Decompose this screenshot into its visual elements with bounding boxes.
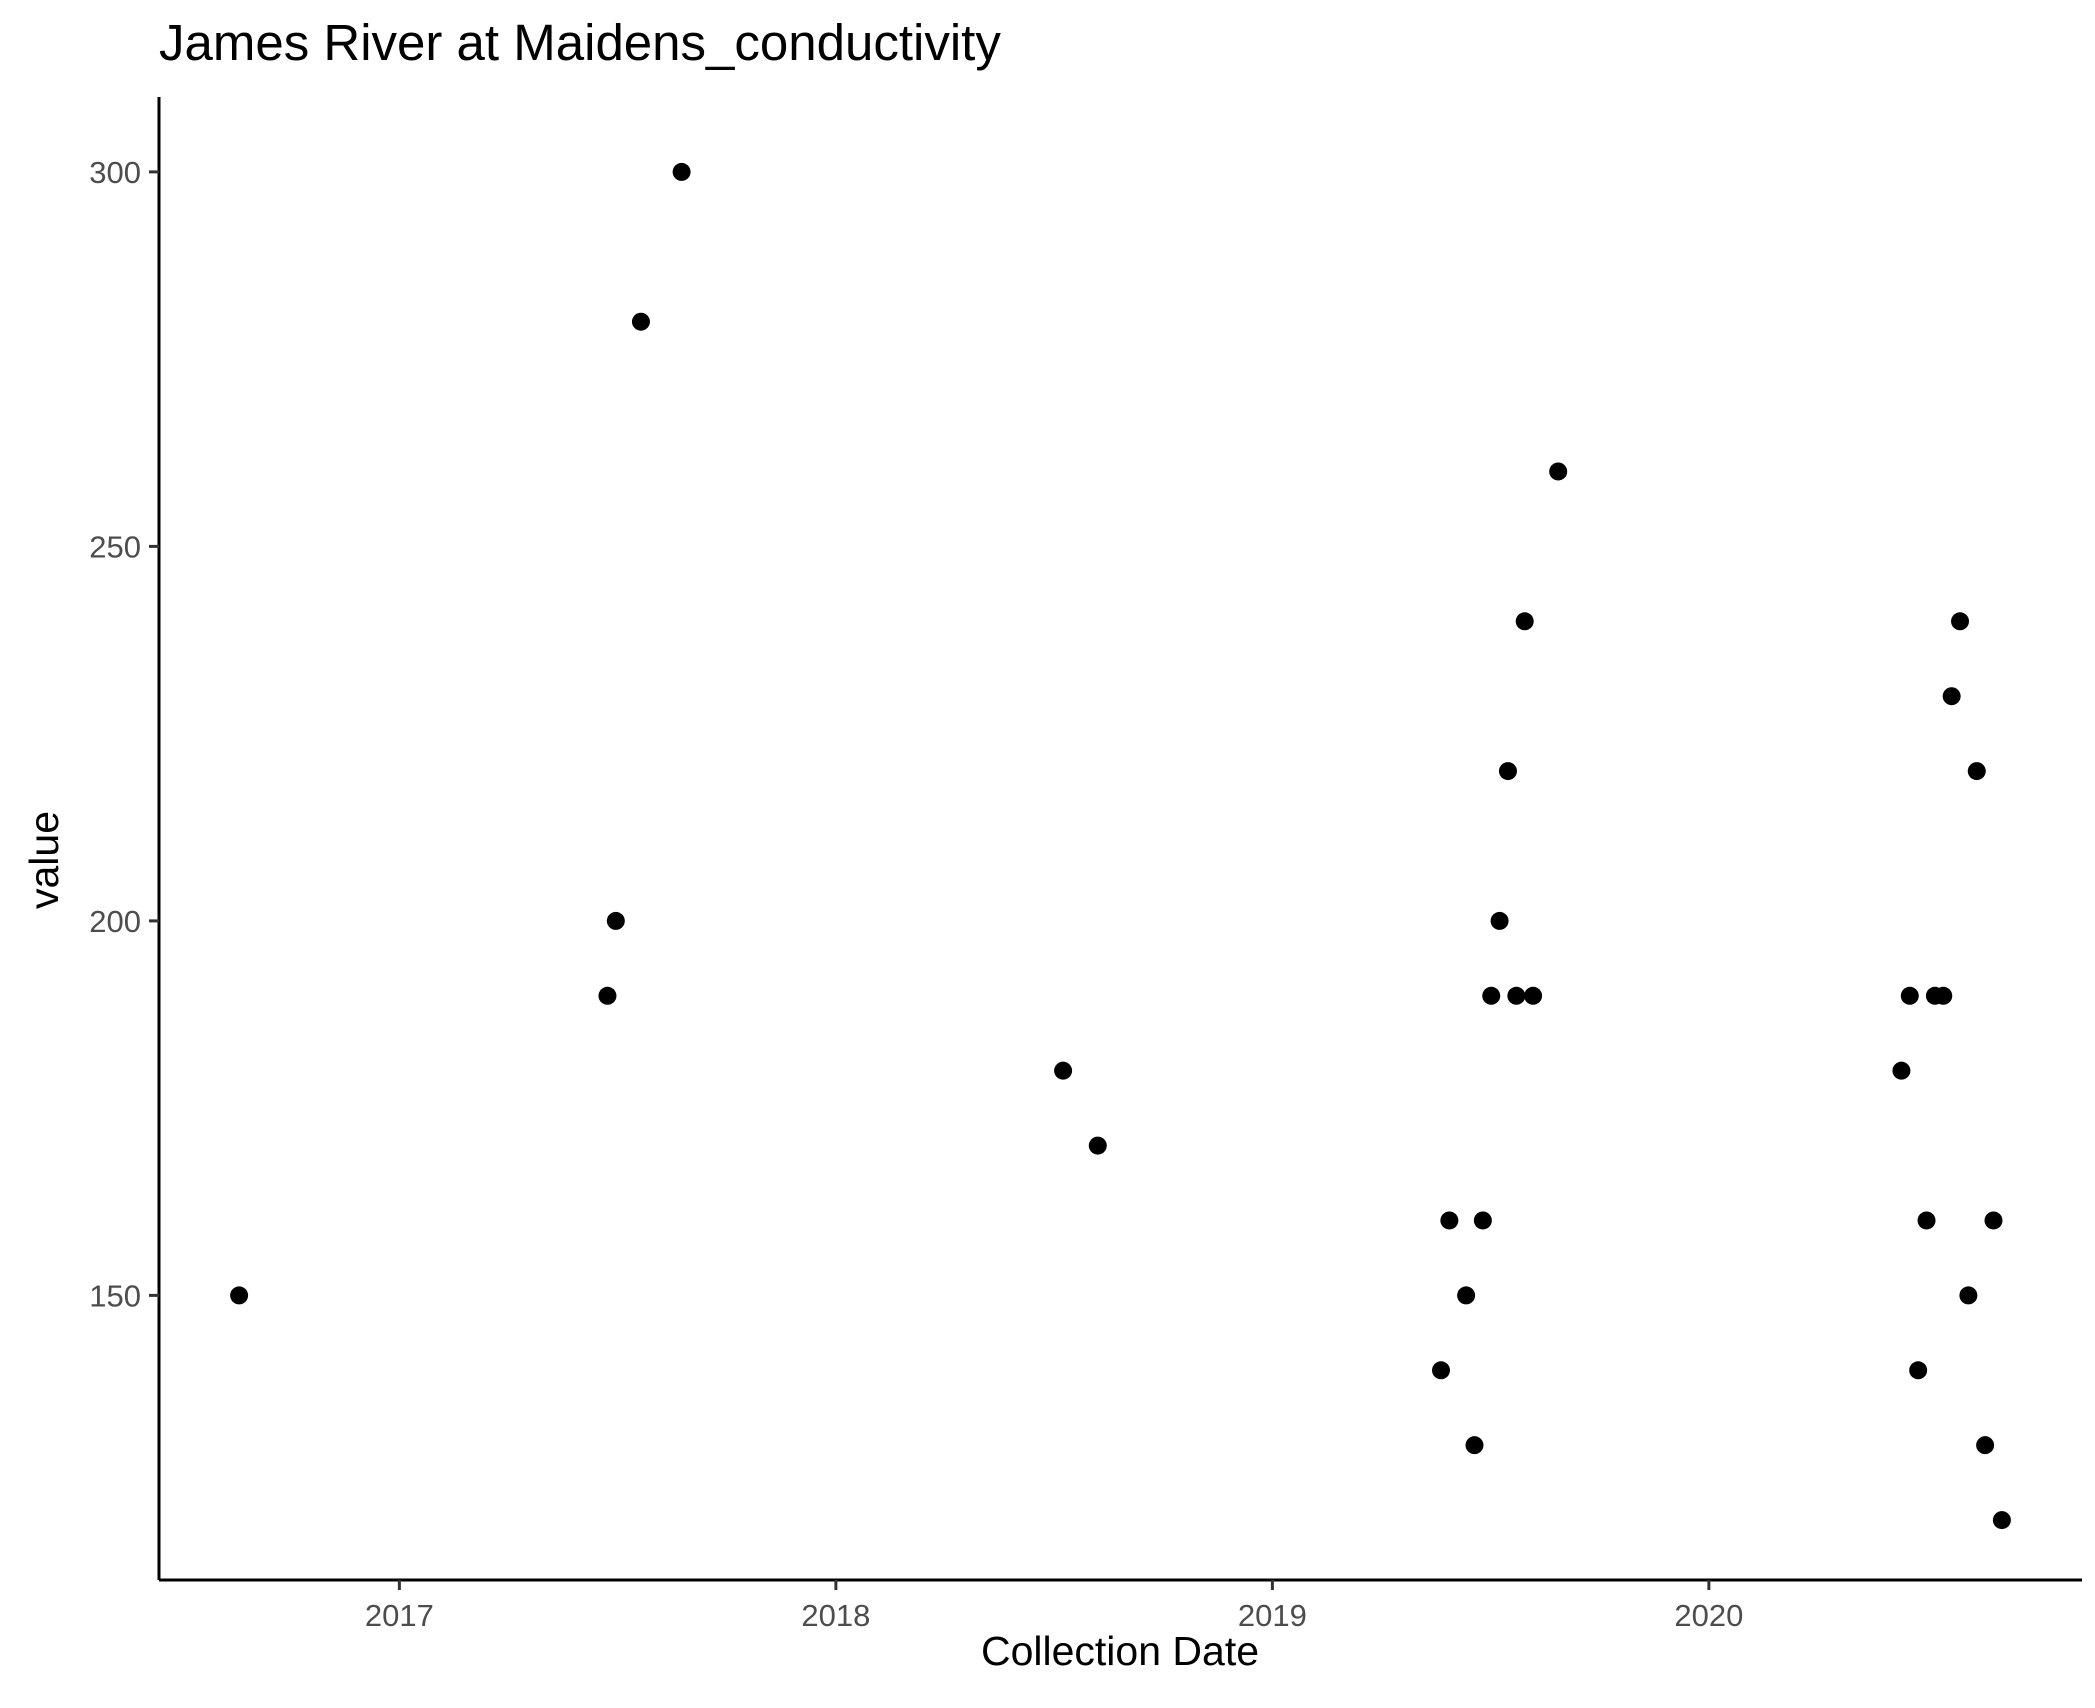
data-point — [1432, 1361, 1450, 1380]
data-point — [1959, 1286, 1978, 1305]
x-tick-label: 2017 — [365, 1598, 434, 1633]
plot-area — [230, 162, 2011, 1530]
data-point — [1465, 1436, 1484, 1455]
data-point — [631, 312, 650, 331]
data-point — [1507, 986, 1526, 1005]
data-point — [1967, 762, 1986, 781]
data-point — [1440, 1211, 1459, 1230]
x-tick-label: 2019 — [1238, 1598, 1307, 1633]
data-point — [672, 162, 691, 181]
data-point — [1909, 1361, 1928, 1380]
data-point — [1900, 986, 1919, 1005]
y-tick-label: 150 — [89, 1278, 141, 1313]
data-point — [1473, 1211, 1492, 1230]
data-point — [1951, 612, 1970, 631]
data-point — [1917, 1211, 1936, 1230]
data-point — [1992, 1511, 2011, 1530]
y-tick-label: 200 — [89, 904, 141, 939]
data-point — [1976, 1436, 1995, 1455]
data-point — [598, 986, 617, 1005]
data-point — [1549, 462, 1568, 481]
data-point — [606, 911, 625, 930]
y-axis-ticks: 150 200 250 300 — [89, 155, 159, 1313]
data-point — [1524, 986, 1543, 1005]
y-tick-label: 250 — [89, 529, 141, 564]
x-tick-label: 2020 — [1674, 1598, 1743, 1633]
y-tick-label: 300 — [89, 155, 141, 190]
data-point — [1515, 612, 1534, 631]
x-tick-label: 2018 — [801, 1598, 870, 1633]
x-axis-ticks: 2017 2018 2019 2020 — [365, 1580, 1743, 1633]
data-point — [1892, 1061, 1911, 1080]
y-axis-title: value — [21, 811, 67, 909]
data-point — [1984, 1211, 2003, 1230]
data-point — [230, 1286, 249, 1305]
x-axis-title: Collection Date — [981, 1628, 1259, 1674]
data-point — [1498, 762, 1517, 781]
chart-title: James River at Maidens_conductivity — [159, 14, 1001, 71]
data-point — [1490, 911, 1509, 930]
data-point — [1942, 687, 1961, 706]
data-point — [1934, 986, 1953, 1005]
data-point — [1457, 1286, 1476, 1305]
data-point — [1482, 986, 1501, 1005]
data-point — [1054, 1061, 1073, 1080]
data-point — [1088, 1136, 1107, 1155]
